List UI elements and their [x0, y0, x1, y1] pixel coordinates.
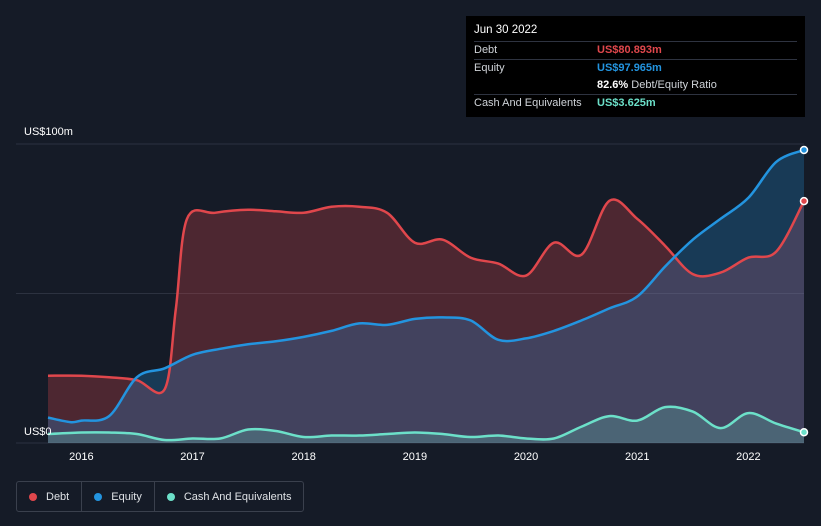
x-tick-label: 2022 — [736, 451, 760, 463]
tooltip-value: US$97.965m — [597, 62, 662, 74]
endpoint-debt — [799, 196, 809, 206]
tooltip-row-equity: Equity US$97.965m — [474, 59, 797, 77]
legend: Debt Equity Cash And Equivalents — [16, 481, 305, 512]
legend-label: Debt — [46, 490, 70, 503]
series-lines — [47, 148, 806, 442]
x-tick-label: 2019 — [403, 451, 427, 463]
line-debt — [47, 198, 806, 395]
series-areas — [48, 150, 804, 443]
tooltip-value: US$80.893m — [597, 44, 662, 56]
y-label-min: US$0 — [24, 426, 52, 438]
tooltip-row-debt: Debt US$80.893m — [474, 41, 797, 59]
area-equity — [48, 150, 804, 443]
legend-item-cash[interactable]: Cash And Equivalents — [155, 482, 304, 511]
tooltip-date: Jun 30 2022 — [474, 24, 538, 36]
y-label-max: US$100m — [24, 126, 73, 138]
tooltip-label — [474, 77, 597, 94]
legend-dot-icon — [166, 492, 175, 501]
endpoint-equity — [799, 145, 809, 155]
gridlines — [16, 143, 804, 444]
legend-item-debt[interactable]: Debt — [17, 482, 83, 511]
x-tick-label: 2020 — [514, 451, 538, 463]
legend-label: Equity — [111, 490, 142, 503]
area-debt — [48, 199, 804, 443]
endpoint-cash-and-equivalents — [799, 427, 809, 437]
x-axis: 2016 2017 2018 2019 2020 2021 2022 — [69, 451, 761, 463]
legend-item-equity[interactable]: Equity — [82, 482, 155, 511]
tooltip-row-cash: Cash And Equivalents US$3.625m — [474, 94, 797, 112]
tooltip-row-ratio: 82.6% Debt/Equity Ratio — [474, 77, 797, 94]
x-tick-label: 2017 — [180, 451, 204, 463]
hover-tooltip: Jun 30 2022 Debt US$80.893m Equity US$97… — [466, 16, 805, 117]
x-tick-label: 2016 — [69, 451, 93, 463]
x-tick-label: 2021 — [625, 451, 649, 463]
legend-dot-icon — [29, 492, 37, 501]
tooltip-label: Equity — [474, 62, 505, 74]
tooltip-ratio-value: 82.6% — [597, 79, 629, 91]
tooltip-label: Cash And Equivalents — [474, 97, 582, 109]
tooltip-label: Debt — [474, 44, 498, 56]
line-equity — [47, 148, 805, 424]
line-cash-and-equivalents — [47, 405, 805, 442]
legend-dot-icon — [94, 492, 103, 501]
tooltip-ratio-label: Debt/Equity Ratio — [631, 79, 717, 91]
x-tick-label: 2018 — [291, 451, 315, 463]
series-endpoints — [799, 145, 809, 437]
tooltip-value: US$3.625m — [597, 97, 656, 109]
legend-label: Cash And Equivalents — [183, 490, 292, 503]
